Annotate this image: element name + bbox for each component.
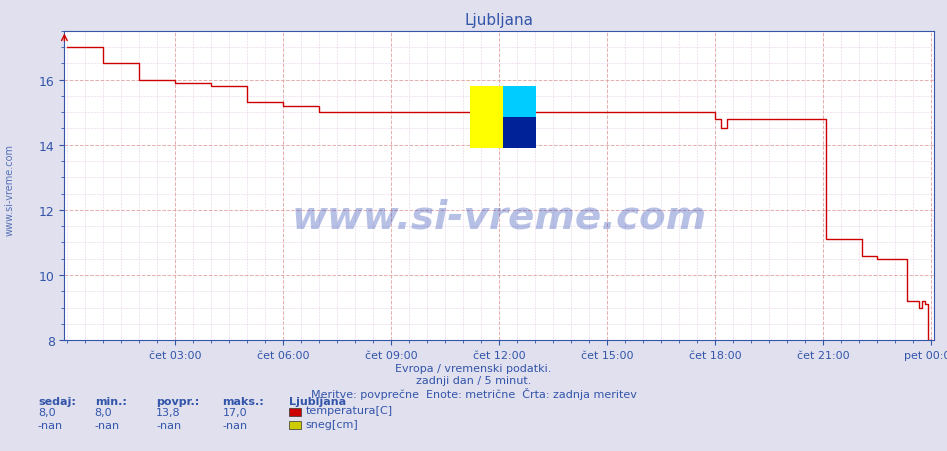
Text: www.si-vreme.com: www.si-vreme.com [292,198,706,236]
Bar [504,87,536,118]
Text: 8,0: 8,0 [38,407,56,417]
Text: -nan: -nan [38,420,63,430]
Text: zadnji dan / 5 minut.: zadnji dan / 5 minut. [416,375,531,385]
Text: Ljubljana: Ljubljana [289,396,346,405]
Text: maks.:: maks.: [223,396,264,405]
Text: www.si-vreme.com: www.si-vreme.com [5,143,14,235]
Text: -nan: -nan [223,420,248,430]
Text: sedaj:: sedaj: [38,396,76,405]
Text: Evropa / vremenski podatki.: Evropa / vremenski podatki. [395,363,552,373]
Text: 13,8: 13,8 [156,407,181,417]
Text: min.:: min.: [95,396,127,405]
Text: -nan: -nan [95,420,120,430]
Bar [504,118,536,149]
Text: povpr.:: povpr.: [156,396,200,405]
Title: Ljubljana: Ljubljana [465,13,533,28]
Text: sneg[cm]: sneg[cm] [306,419,359,429]
Text: 8,0: 8,0 [95,407,113,417]
Text: temperatura[C]: temperatura[C] [306,405,393,415]
Bar [471,87,504,149]
Text: 17,0: 17,0 [223,407,247,417]
Text: Meritve: povprečne  Enote: metrične  Črta: zadnja meritev: Meritve: povprečne Enote: metrične Črta:… [311,387,636,400]
Text: -nan: -nan [156,420,182,430]
